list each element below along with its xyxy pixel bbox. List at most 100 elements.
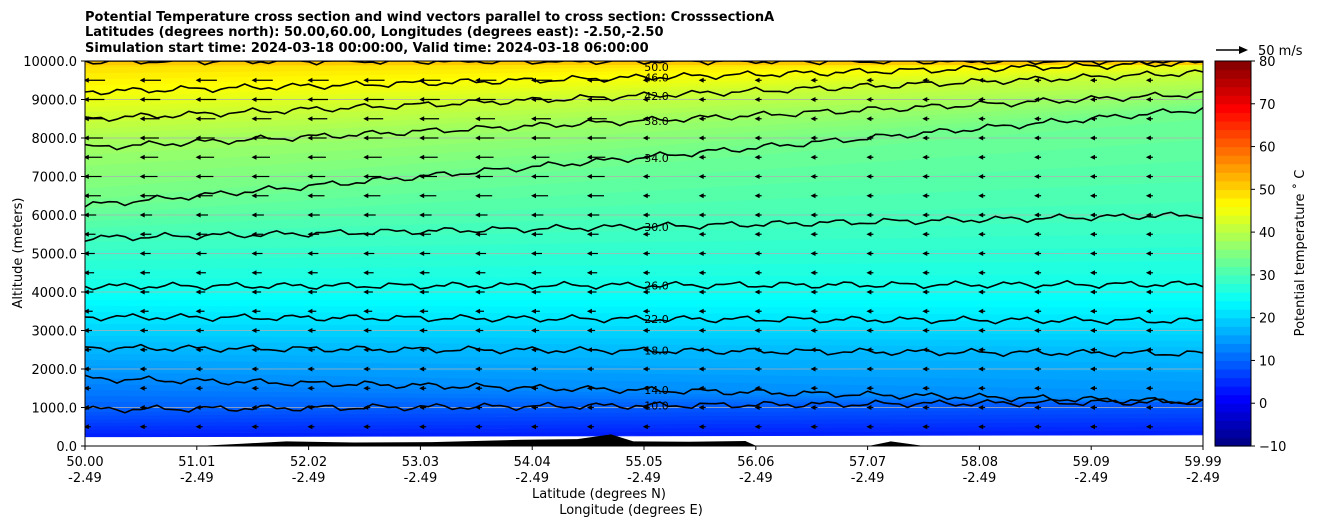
wind-vector-head: [1089, 289, 1095, 295]
wind-vector-head: [1034, 308, 1040, 314]
contour-label: 22.0: [644, 313, 669, 326]
wind-vector-head: [922, 270, 928, 276]
colorbar-swatch: [1215, 266, 1251, 276]
wind-vector-head: [195, 289, 201, 295]
wind-vector-head: [642, 231, 648, 237]
wind-vector-head: [810, 424, 816, 430]
wind-vector-head: [1089, 308, 1095, 314]
temperature-band: [85, 417, 1203, 427]
wind-vector-head: [307, 97, 313, 102]
contour-line: [85, 90, 1203, 151]
wind-vector-head: [251, 116, 257, 122]
wind-vector-head: [195, 405, 201, 410]
wind-vector-head: [419, 231, 425, 237]
wind-vector-head: [698, 154, 704, 160]
wind-vector-head: [195, 366, 201, 372]
wind-vector-head: [307, 366, 313, 372]
temperature-band: [85, 365, 1203, 392]
wind-vector-head: [922, 154, 928, 160]
wind-vector-head: [978, 347, 984, 353]
temperature-band: [85, 299, 1203, 308]
wind-vector-head: [251, 405, 257, 410]
wind-vector-head: [810, 270, 816, 276]
colorbar-swatch: [1215, 334, 1251, 344]
wind-vector-head: [475, 270, 481, 276]
wind-vector-head: [139, 212, 145, 218]
wind-vector-head: [251, 212, 257, 218]
wind-vector-head: [1034, 347, 1040, 353]
wind-vector-head: [1089, 174, 1095, 179]
wind-vectors: [85, 77, 1153, 430]
wind-vector-head: [642, 212, 648, 218]
wind-vector-head: [307, 251, 313, 256]
wind-vector-head: [922, 212, 928, 218]
wind-vector-head: [1034, 77, 1040, 83]
x-tick-label-lon: -2.49: [68, 471, 102, 486]
colorbar-swatch: [1215, 411, 1251, 421]
y-tick-label: 1000.0: [32, 402, 78, 417]
wind-vector-head: [363, 424, 369, 430]
wind-vector-head: [586, 174, 592, 179]
temperature-band: [85, 273, 1203, 288]
wind-vector-head: [85, 212, 89, 218]
contour-line: [85, 279, 1203, 291]
wind-vector-head: [363, 366, 369, 372]
colorbar-swatch: [1215, 78, 1251, 88]
wind-vector-head: [307, 231, 313, 237]
wind-reference-label: 50 m/s: [1258, 44, 1303, 59]
wind-vector-head: [810, 289, 816, 295]
wind-vector-head: [1089, 366, 1095, 372]
wind-vector-head: [586, 251, 592, 256]
wind-vector-head: [866, 97, 872, 102]
wind-vector-head: [1089, 154, 1095, 160]
wind-vector-head: [978, 405, 984, 410]
wind-vector-head: [586, 135, 592, 141]
wind-vector-head: [307, 154, 313, 160]
wind-vector-head: [922, 193, 928, 199]
wind-vector-head: [363, 193, 369, 199]
x-axis: 50.00-2.4951.01-2.4952.02-2.4953.03-2.49…: [66, 446, 1222, 486]
wind-vector-head: [139, 77, 145, 83]
colorbar-swatch: [1215, 360, 1251, 370]
wind-vector-head: [251, 231, 257, 237]
wind-vector-head: [586, 193, 592, 199]
wind-vector-head: [642, 289, 648, 295]
wind-vector-head: [586, 308, 592, 314]
wind-vector-head: [642, 308, 648, 314]
wind-vector-head: [307, 405, 313, 410]
wind-vector-head: [307, 308, 313, 314]
wind-vector-head: [698, 289, 704, 295]
wind-vector-head: [1145, 174, 1151, 179]
wind-vector-head: [419, 347, 425, 353]
y-tick-label: 5000.0: [32, 248, 78, 263]
wind-vector-head: [922, 308, 928, 314]
wind-vector-head: [475, 77, 481, 83]
colorbar-swatch: [1215, 351, 1251, 362]
contour-line: [85, 211, 1203, 242]
wind-vector-head: [363, 212, 369, 218]
wind-vector-head: [978, 135, 984, 141]
colorbar-tick-label: 70: [1259, 98, 1276, 113]
wind-vector-head: [922, 424, 928, 430]
wind-vector-head: [195, 385, 201, 391]
wind-vector-head: [307, 77, 313, 83]
wind-vector-head: [139, 154, 145, 160]
wind-vector-head: [754, 405, 760, 410]
contour-line: [85, 313, 1203, 325]
wind-vector-head: [85, 231, 89, 237]
wind-vector-head: [698, 174, 704, 179]
wind-vector-head: [642, 135, 648, 141]
colorbar-swatch: [1215, 86, 1251, 96]
wind-vector-head: [1145, 193, 1151, 199]
wind-vector-head: [363, 289, 369, 295]
wind-vector-head: [698, 231, 704, 237]
wind-vector-head: [419, 251, 425, 256]
wind-vector-head: [419, 174, 425, 179]
wind-vector-head: [363, 97, 369, 102]
wind-vector-head: [530, 385, 536, 391]
wind-vector-head: [922, 347, 928, 353]
wind-vector-head: [698, 328, 704, 333]
wind-vector-head: [586, 77, 592, 83]
temperature-band: [85, 421, 1203, 431]
